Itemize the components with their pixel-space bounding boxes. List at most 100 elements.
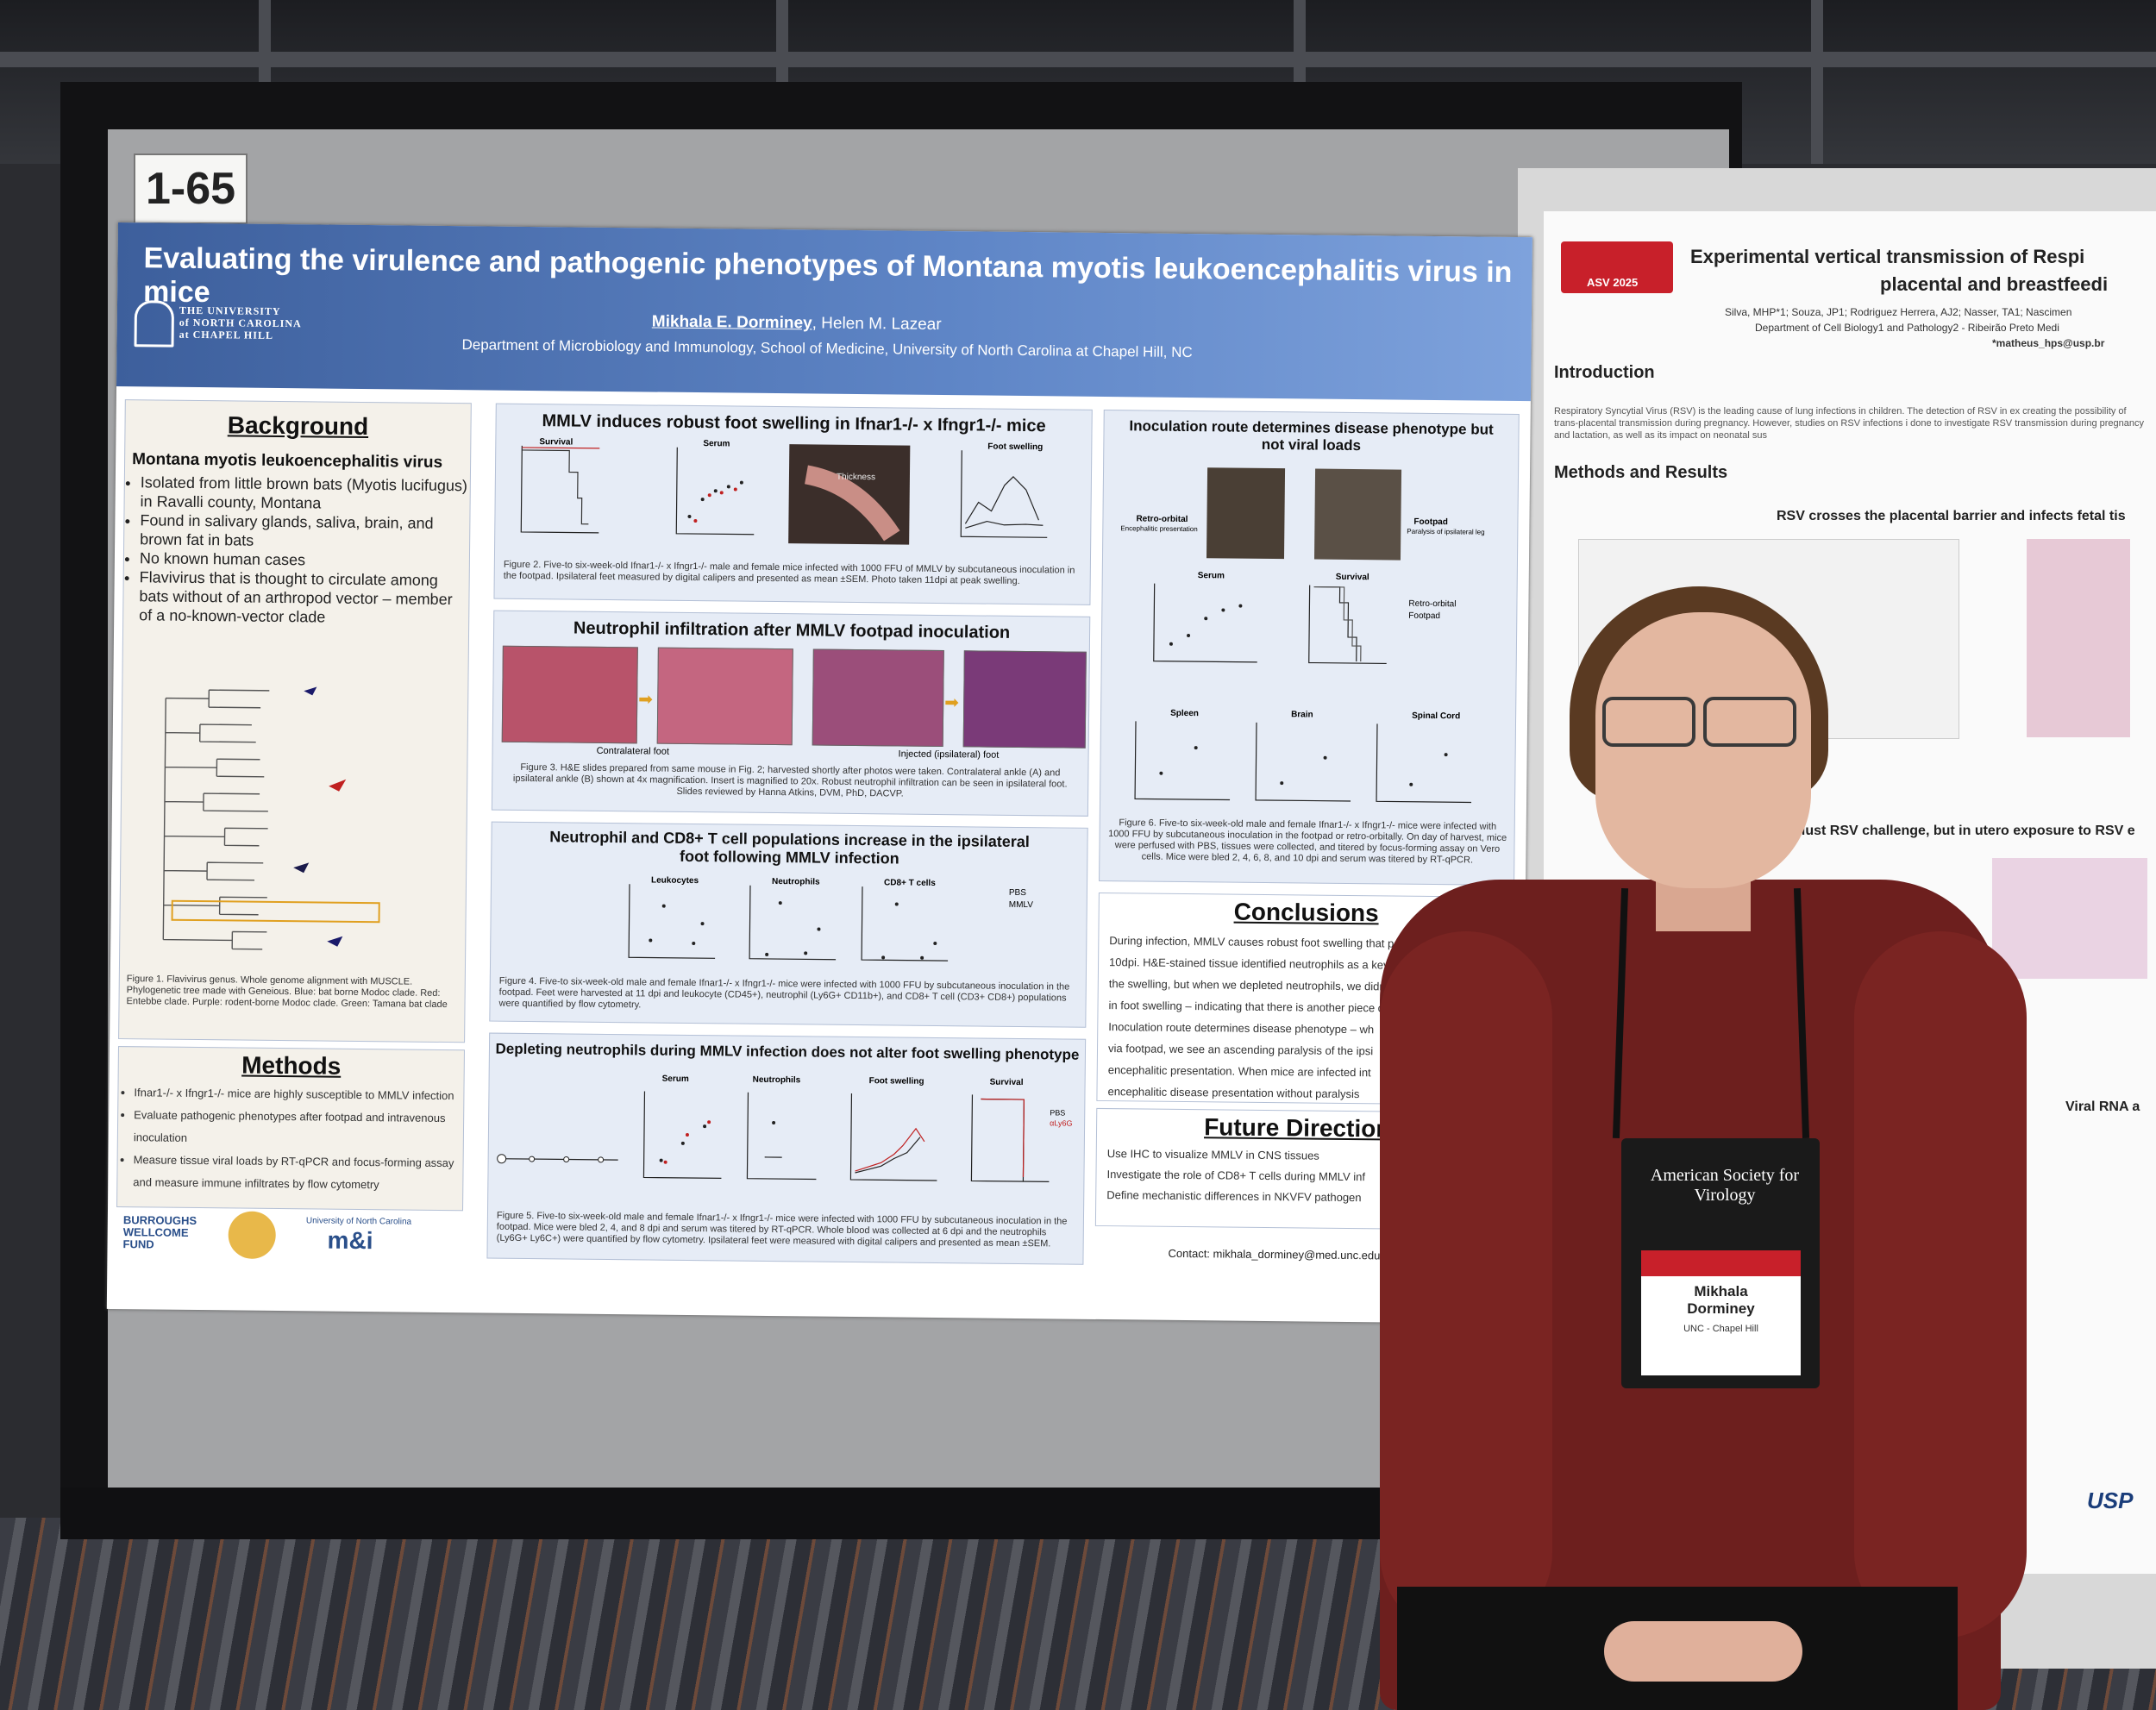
other-authors: , Helen M. Lazear	[812, 314, 942, 335]
photo-label-retro: Retro-orbital	[1136, 514, 1188, 525]
logo-unc: University of North Carolina	[305, 1216, 412, 1227]
background-subheading: Montana myotis leukoencephalitis virus	[132, 450, 443, 472]
methods-panel: Methods Ifnar1-/- x Ifngr1-/- mice are h…	[116, 1046, 465, 1212]
badge-red-banner	[1641, 1250, 1801, 1276]
figure3-title: Neutrophil infiltration after MMLV footp…	[573, 618, 1011, 642]
figure6-panel-spleen: Spleen	[1170, 708, 1199, 719]
poster-header: Evaluating the virulence and pathogenic …	[116, 222, 1532, 402]
contact-email: Contact: mikhala_dorminey@med.unc.edu	[1168, 1246, 1381, 1262]
figure4-panel-cd8: CD8+ T cells	[883, 878, 936, 888]
badge-org-name: American Society for Virology	[1650, 1166, 1800, 1205]
background-bullet: Flavivirus that is thought to circulate …	[139, 567, 469, 628]
background-bullet: Isolated from little brown bats (Myotis …	[141, 473, 470, 514]
presenter-sleeve-left	[1380, 931, 1552, 1638]
figure4-legend-pbs: PBS	[1008, 887, 1026, 899]
unc-wordmark: THE UNIVERSITY of NORTH CAROLINA at CHAP…	[179, 304, 302, 341]
badge-name: Mikhala Dorminey	[1641, 1283, 1801, 1318]
adjacent-histology-2	[1992, 858, 2147, 979]
figure5-panel-neutrophils: Neutrophils	[752, 1074, 801, 1086]
methods-bullet: Measure tissue viral loads by RT-qPCR an…	[133, 1149, 463, 1197]
methods-list: Ifnar1-/- x Ifngr1-/- mice are highly su…	[117, 1081, 463, 1197]
label-ipsilateral: Injected (ipsilateral) foot	[898, 749, 1000, 761]
figure2-panel-thickness: Thickness	[836, 472, 876, 483]
photo-label-footpad: Footpad	[1413, 517, 1448, 528]
methods-heading: Methods	[241, 1051, 342, 1080]
figure6-panel-brain: Brain	[1291, 710, 1313, 720]
logo-burroughs: BURROUGHS WELLCOME FUND	[122, 1213, 197, 1251]
figure5-charts	[497, 1091, 1050, 1182]
methods-bullet: Ifnar1-/- x Ifngr1-/- mice are highly su…	[134, 1081, 463, 1107]
figure6-panel-serum: Serum	[1197, 571, 1225, 581]
figure6-panel-spinal-cord: Spinal Cord	[1412, 711, 1461, 722]
badge-last-name: Dorminey	[1687, 1300, 1755, 1317]
badge-first-name: Mikhala	[1694, 1283, 1748, 1300]
figure6-charts	[1134, 583, 1472, 804]
figure6-title: Inoculation route determines disease phe…	[1129, 417, 1494, 454]
adjacent-subheading-3: Viral RNA a	[2065, 1099, 2140, 1114]
figure4-panel-leukocytes: Leukocytes	[650, 875, 699, 886]
figure1-caption: Figure 1. Flavivirus genus. Whole genome…	[126, 974, 448, 1011]
adjacent-authors: Silva, MHP*1; Souza, JP1; Rodriguez Herr…	[1725, 306, 2072, 318]
presenter-sleeve-right	[1854, 931, 2027, 1638]
phylogenetic-tree	[162, 686, 380, 950]
unc-line-3: at CHAPEL HILL	[179, 328, 274, 341]
adjacent-email: *matheus_hps@usp.br	[1992, 337, 2105, 349]
mouse-photo-footpad	[1313, 468, 1402, 561]
figure2-title: MMLV induces robust foot swelling in Ifn…	[542, 411, 1046, 436]
adjacent-intro-text: Respiratory Syncytial Virus (RSV) is the…	[1554, 406, 2144, 441]
adjacent-usp-logo: USP	[2087, 1488, 2134, 1513]
adjacent-subheading-2: alust RSV challenge, but in utero exposu…	[1794, 824, 2135, 838]
figure4-legend-mmlv: MMLV	[1008, 899, 1033, 911]
figure4-panel-neutrophils: Neutrophils	[771, 876, 820, 887]
adjacent-dept: Department of Cell Biology1 and Patholog…	[1755, 322, 2059, 334]
figure5-panel-foot-swelling: Foot swelling	[868, 1076, 924, 1087]
main-poster: Evaluating the virulence and pathogenic …	[106, 222, 1532, 1325]
histology-contra-zoom	[656, 647, 793, 746]
figure2-panel: MMLV induces robust foot swelling in Ifn…	[493, 403, 1093, 605]
figure5-legend-ly6g: αLy6G	[1050, 1118, 1073, 1128]
mouse-photo-retro-orbital	[1206, 467, 1286, 560]
histology-ipsi-zoom	[962, 650, 1087, 749]
mascot-logo	[228, 1211, 276, 1259]
figure5-legend-pbs: PBS	[1050, 1108, 1066, 1118]
photo-sub-retro: Encephalitic presentation	[1120, 524, 1198, 534]
figure2-charts	[520, 444, 1048, 545]
background-bullet: Found in salivary glands, saliva, brain,…	[140, 510, 469, 552]
adjacent-title-line2: placental and breastfeedi	[1880, 273, 2109, 295]
board-number-tag: 1-65	[134, 153, 248, 224]
glasses-icon	[1602, 697, 1695, 747]
figure5-title: Depleting neutrophils during MMLV infect…	[495, 1040, 1080, 1063]
figure6-panel: Inoculation route determines disease phe…	[1099, 409, 1520, 886]
poster-authors: Mikhala E. Dorminey, Helen M. Lazear	[652, 312, 942, 335]
histology-ipsi-b	[812, 648, 944, 748]
asv-logo-text: ASV 2025	[1587, 276, 1639, 289]
figure3-caption: Figure 3. H&E slides prepared from same …	[512, 761, 1068, 799]
poster-department: Department of Microbiology and Immunolog…	[461, 336, 1193, 361]
figure3-panel: Neutrophil infiltration after MMLV footp…	[491, 610, 1091, 817]
figure4-caption: Figure 4. Five-to six-week-old male and …	[498, 975, 1070, 1011]
poster-title: Evaluating the virulence and pathogenic …	[142, 241, 1513, 310]
presenter-face	[1595, 612, 1811, 888]
presenter-hands	[1604, 1621, 1802, 1682]
figure5-panel: Depleting neutrophils during MMLV infect…	[486, 1032, 1087, 1265]
first-author: Mikhala E. Dorminey	[651, 312, 812, 333]
asv-logo: ASV 2025	[1561, 241, 1673, 293]
figure4-title: Neutrophil and CD8+ T cell populations i…	[549, 828, 1030, 868]
figure5-panel-serum: Serum	[661, 1074, 689, 1084]
arrow-icon: ➡	[638, 690, 654, 710]
background-heading: Background	[227, 411, 369, 441]
unc-line-1: THE UNIVERSITY	[179, 304, 281, 317]
figure6-caption: Figure 6. Five-to six-week-old male and …	[1108, 817, 1507, 866]
ceiling-truss	[0, 52, 2156, 67]
unc-line-2: of NORTH CAROLINA	[179, 316, 302, 330]
figure2-panel-foot-swelling: Foot swelling	[987, 442, 1044, 453]
background-panel: Background Montana myotis leukoencephali…	[118, 399, 472, 1043]
adjacent-subheading-1: RSV crosses the placental barrier and in…	[1777, 509, 2126, 523]
figure4-panel: Neutrophil and CD8+ T cell populations i…	[489, 821, 1088, 1028]
figure4-charts	[628, 884, 949, 961]
figure2-panel-survival: Survival	[539, 437, 573, 448]
histology-contra-a	[501, 645, 638, 744]
arrow-icon: ➡	[944, 693, 960, 713]
unc-well-icon	[134, 300, 175, 348]
adjacent-title-line1: Experimental vertical transmission of Re…	[1690, 246, 2085, 267]
